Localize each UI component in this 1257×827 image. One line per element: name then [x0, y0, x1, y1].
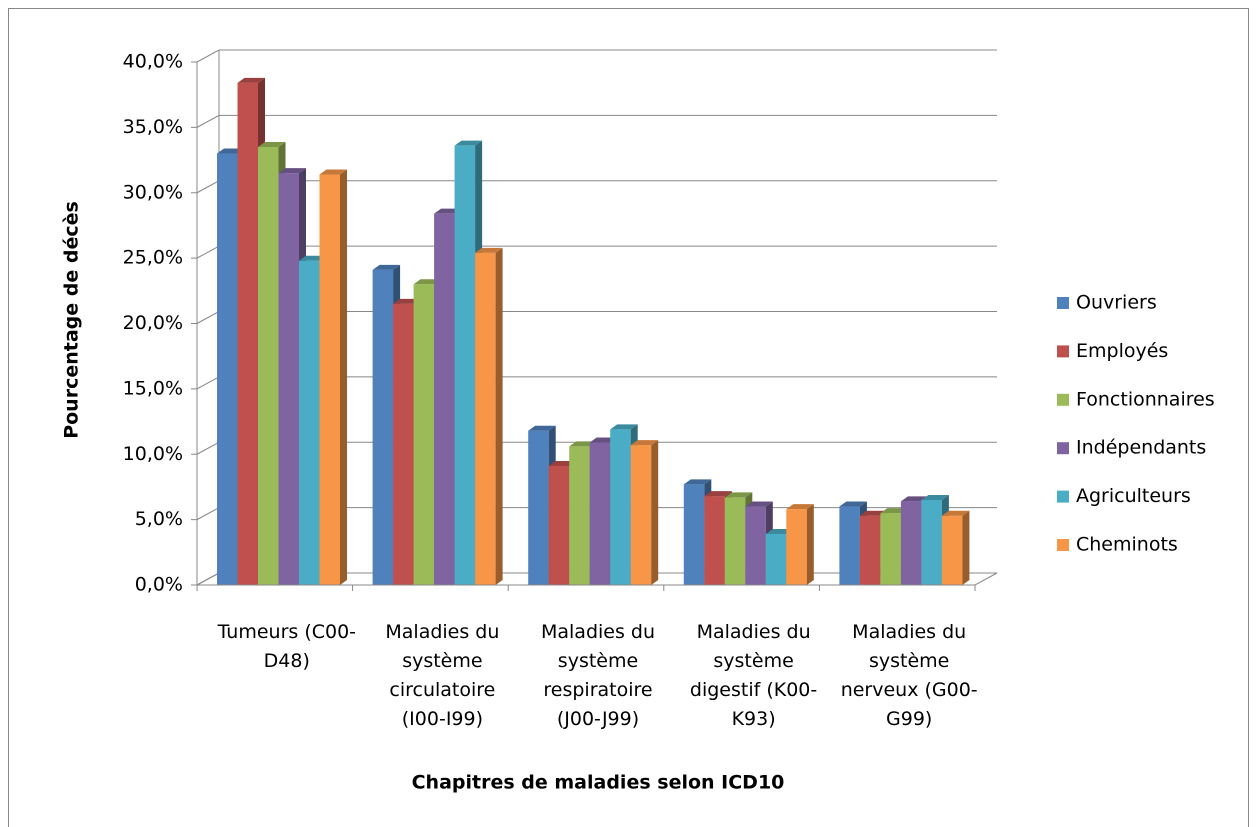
- y-tick-label: 35,0%: [123, 116, 183, 138]
- chart-frame: [8, 8, 1249, 827]
- bar-top: [319, 169, 347, 175]
- bar-front: [258, 146, 279, 586]
- bar-top: [278, 168, 306, 174]
- bar-top: [683, 479, 712, 485]
- bar-front: [475, 252, 496, 585]
- bar-front: [683, 484, 705, 585]
- legend-label: Indépendants: [1076, 437, 1206, 459]
- bar-front: [900, 501, 922, 585]
- bar-side: [340, 169, 347, 585]
- bar-front: [569, 446, 590, 585]
- bar-front: [454, 145, 476, 585]
- bar-top: [745, 501, 773, 507]
- legend-label: Ouvriers: [1076, 292, 1157, 314]
- bar-top: [786, 504, 814, 510]
- bar-top: [704, 491, 732, 497]
- y-tick-label: 15,0%: [123, 377, 183, 399]
- bar-front: [941, 515, 963, 585]
- x-axis-title: Chapitres de maladies selon ICD10: [412, 772, 785, 794]
- legend-label: Employés: [1076, 340, 1168, 362]
- legend-label: Fonctionnaires: [1076, 388, 1215, 410]
- y-tick-label: 5,0%: [135, 508, 183, 530]
- bar-side: [495, 247, 503, 585]
- bar-front: [434, 213, 455, 586]
- legend-swatch: [1057, 345, 1069, 358]
- bar-side: [806, 504, 814, 585]
- y-tick-label: 30,0%: [123, 181, 183, 203]
- bar-top: [454, 140, 483, 146]
- y-tick-label: 20,0%: [123, 312, 183, 334]
- y-tick-label: 40,0%: [123, 51, 183, 73]
- bar-front: [765, 534, 787, 585]
- bar-top: [528, 425, 556, 431]
- bar-front: [548, 466, 570, 585]
- legend-swatch: [1057, 539, 1069, 551]
- bar-front: [839, 506, 860, 585]
- legend-label: Cheminots: [1076, 534, 1178, 556]
- bar-front: [724, 497, 746, 585]
- bar-top: [372, 264, 401, 270]
- legend-swatch: [1057, 393, 1069, 406]
- bar-top: [258, 141, 286, 147]
- bar-front: [630, 445, 652, 585]
- bar-front: [786, 509, 807, 585]
- x-tick-label: Maladies du système respiratoire (J00-J9…: [540, 621, 656, 730]
- x-tick-label: Maladies du système nerveux (G00-G99): [840, 621, 978, 730]
- bar-side: [651, 440, 659, 585]
- bar-top: [237, 77, 265, 83]
- bar-front: [880, 513, 901, 585]
- bar-top: [921, 495, 949, 501]
- bar-front: [413, 284, 435, 585]
- bar-top: [941, 510, 970, 516]
- bar-front: [319, 174, 340, 585]
- bar-side: [962, 510, 970, 585]
- bar-top: [475, 247, 503, 253]
- legend-swatch: [1057, 490, 1069, 503]
- bar-top: [610, 424, 638, 430]
- bar-top: [839, 501, 867, 507]
- bar-front: [921, 500, 942, 585]
- y-tick-label: 0,0%: [135, 574, 183, 596]
- y-tick-label: 10,0%: [123, 443, 183, 465]
- legend-swatch: [1057, 297, 1069, 309]
- legend-label: Agriculteurs: [1076, 485, 1191, 507]
- bar-front: [237, 82, 258, 586]
- bar-top: [630, 440, 659, 446]
- bar-front: [859, 515, 881, 585]
- y-axis-title: Pourcentage de décès: [61, 201, 83, 439]
- bar-front: [610, 429, 631, 585]
- bar-front: [528, 430, 549, 585]
- bar-front: [278, 173, 299, 585]
- y-tick-label: 25,0%: [123, 247, 183, 269]
- bar-front: [745, 506, 766, 585]
- grid-line: [196, 114, 997, 128]
- bar-front: [372, 269, 394, 585]
- bar-front: [393, 303, 414, 585]
- x-tick-label: Tumeurs (C00-D48): [217, 621, 357, 672]
- bar-front: [589, 442, 611, 585]
- legend-swatch: [1057, 442, 1069, 455]
- bar-front: [299, 260, 320, 585]
- x-tick-label: Maladies du système digestif (K00-K93): [689, 621, 818, 730]
- grid-line: [196, 49, 997, 63]
- bar-top: [724, 492, 753, 498]
- bar-front: [704, 496, 725, 585]
- x-tick-label: Maladies du système circulatoire (I00-I9…: [385, 621, 500, 730]
- bar-front: [217, 153, 238, 585]
